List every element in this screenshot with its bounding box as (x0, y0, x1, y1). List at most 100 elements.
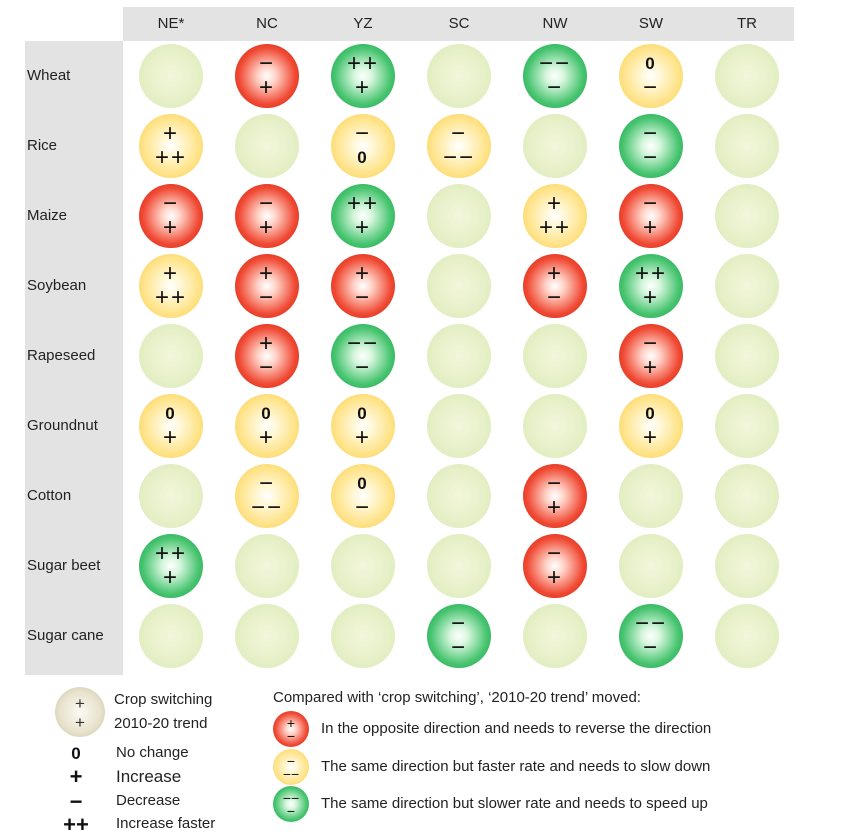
cell-empty (523, 394, 587, 458)
symbol-top: − (162, 190, 179, 217)
symbol-top: − (546, 540, 563, 567)
symbol-bottom: − (258, 354, 275, 381)
symbol-top: − (450, 120, 467, 147)
cell-empty (427, 464, 491, 528)
cell-yellow: + ++ (523, 184, 587, 248)
symbol-bottom: ++ (538, 214, 572, 241)
cell-empty (715, 394, 779, 458)
symbol-bottom: + (546, 564, 563, 591)
symbol-top: + (258, 330, 275, 357)
symbol-bottom: −− (250, 494, 284, 521)
symbol-top: 0 (165, 404, 177, 423)
cell-yellow: 0− (619, 44, 683, 108)
cell-green: −− − (619, 604, 683, 668)
symbol-bottom: + (354, 424, 371, 451)
cell-yellow: + ++ (139, 114, 203, 178)
symbol-bottom: − (642, 144, 659, 171)
legend-crop-switching: Crop switching (114, 691, 213, 708)
symbol-bottom: + (258, 214, 275, 241)
column-header: NC (256, 15, 278, 32)
symbol-top: ++ (634, 260, 668, 287)
row-label-band (25, 41, 123, 675)
legend-symbol-label: Increase faster (116, 815, 216, 832)
row-label: Maize (27, 207, 68, 224)
cell-empty (427, 534, 491, 598)
symbol-top: −− (634, 610, 668, 637)
cell-empty (139, 324, 203, 388)
cell-red: − + (139, 184, 203, 248)
symbol-bottom: + (162, 424, 179, 451)
cell-green: ++ + (619, 254, 683, 318)
legend-symbol: 0 (71, 744, 81, 763)
cell-yellow: + ++ (139, 254, 203, 318)
symbol-bottom: + (642, 354, 659, 381)
legend-color-top: − (286, 753, 296, 769)
column-header-band (123, 7, 794, 41)
symbol-top: + (354, 260, 371, 287)
cell-empty (619, 534, 683, 598)
symbol-top: 0 (357, 474, 369, 493)
cell-red: − + (619, 184, 683, 248)
cell-yellow: −0 (331, 114, 395, 178)
legend-color-bottom: − (286, 803, 296, 819)
cell-empty (715, 324, 779, 388)
legend-symbol: + (69, 764, 83, 789)
symbol-bottom: + (546, 494, 563, 521)
legend-symbol-label: Decrease (116, 792, 181, 809)
symbol-bottom: + (354, 74, 371, 101)
row-label: Groundnut (27, 417, 98, 434)
legend-color-bottom: −− (282, 766, 300, 782)
legend-symbol: ++ (63, 812, 89, 837)
legend-symbol: − (69, 789, 83, 814)
cell-green: − − (619, 114, 683, 178)
column-header: NE* (157, 15, 185, 32)
column-header: YZ (353, 15, 373, 32)
symbol-bottom: − (546, 284, 563, 311)
cell-empty (523, 324, 587, 388)
symbol-top: − (354, 120, 371, 147)
symbol-bottom: − (642, 634, 659, 661)
legend-color-bottom: − (286, 728, 296, 744)
legend-symbol-label: Increase (116, 767, 182, 786)
symbol-top: + (162, 260, 179, 287)
cell-green: −− − (523, 44, 587, 108)
cell-empty (331, 534, 395, 598)
cell-yellow: − −− (235, 464, 299, 528)
column-header: SW (638, 15, 664, 32)
symbol-bottom: − (546, 74, 563, 101)
symbol-bottom: − (354, 284, 371, 311)
cell-red: − + (523, 534, 587, 598)
legend-color-label: The same direction but slower rate and n… (321, 795, 708, 812)
column-header: NW (542, 15, 568, 32)
symbol-bottom: − (354, 354, 371, 381)
cell-empty (523, 114, 587, 178)
cell-empty (715, 534, 779, 598)
cell-empty (235, 604, 299, 668)
symbol-bottom: − (642, 74, 659, 101)
cell-empty (427, 184, 491, 248)
row-label: Cotton (27, 487, 72, 504)
cell-yellow: 0 + (235, 394, 299, 458)
cell-yellow: 0 + (139, 394, 203, 458)
cell-empty (715, 604, 779, 668)
cell-empty (523, 604, 587, 668)
legend-color-label: The same direction but faster rate and n… (321, 758, 711, 775)
row-label: Sugar cane (27, 627, 104, 644)
cell-empty (715, 254, 779, 318)
cell-yellow: − −− (427, 114, 491, 178)
symbol-top: 0 (645, 404, 657, 423)
column-header: TR (737, 15, 757, 32)
legend-sample-bottom: + (75, 713, 85, 732)
cell-green: ++ + (139, 534, 203, 598)
legend-symbol-label: No change (116, 744, 189, 761)
cell-empty (715, 44, 779, 108)
row-label: Wheat (27, 67, 71, 84)
symbol-top: − (258, 470, 275, 497)
symbol-bottom: + (162, 564, 179, 591)
cell-empty (139, 44, 203, 108)
legend-color-yellow: − −− (273, 749, 309, 785)
cell-red: − + (235, 184, 299, 248)
cell-yellow: 0 + (331, 394, 395, 458)
column-header: SC (448, 15, 470, 32)
row-label: Rapeseed (27, 347, 96, 364)
